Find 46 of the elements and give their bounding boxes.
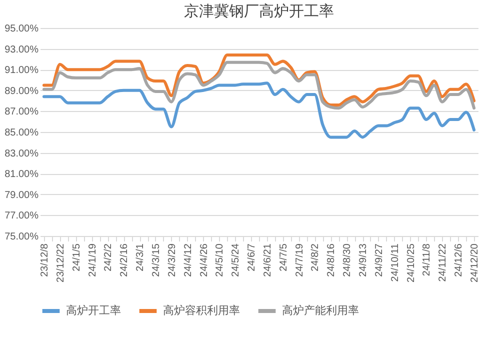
legend-label: 高炉产能利用率 [282, 304, 359, 317]
x-tick-label: 24/6/21 [262, 243, 274, 277]
x-tick-label: 24/2/16 [119, 243, 130, 277]
x-tick-label: 23/12/22 [55, 243, 66, 282]
x-tick-label: 24/4/12 [182, 243, 194, 277]
x-tick-label: 24/1/5 [71, 243, 82, 272]
line-series [42, 54, 476, 106]
legend-label: 高炉容积利用率 [163, 304, 240, 317]
x-tick-label: 24/1/19 [87, 243, 98, 277]
y-tick-label: 93.00% [4, 44, 39, 56]
legend-label: 高炉开工率 [66, 304, 121, 317]
y-tick-label: 83.00% [4, 148, 39, 160]
y-tick-label: 81.00% [4, 169, 39, 180]
x-tick-label: 24/12/20 [470, 243, 481, 282]
x-tick-label: 24/7/19 [294, 243, 306, 277]
x-tick-label: 24/10/25 [406, 243, 417, 282]
x-tick-label: 24/3/1 [135, 243, 146, 272]
x-tick-label: 24/5/24 [230, 243, 242, 277]
line-series [42, 60, 476, 110]
x-tick-label: 24/11/8 [422, 243, 433, 276]
y-tick-label: 89.00% [4, 86, 39, 97]
y-tick-label: 91.00% [4, 65, 39, 76]
x-tick-label: 24/2/2 [103, 243, 114, 272]
y-tick-label: 87.00% [4, 106, 39, 118]
x-tick-label: 24/12/6 [454, 243, 465, 277]
x-tick-label: 24/9/13 [358, 243, 370, 277]
y-tick-label: 77.00% [4, 210, 39, 222]
x-tick-label: 24/3/29 [166, 243, 178, 277]
x-tick-label: 24/6/7 [246, 243, 258, 272]
x-tick-label: 24/5/10 [214, 243, 226, 277]
y-tick-label: 95.00% [4, 24, 39, 34]
x-tick-label: 24/7/5 [278, 243, 290, 272]
x-tick-label: 24/8/30 [342, 243, 354, 277]
x-tick-label: 24/4/26 [198, 243, 210, 277]
x-tick-label: 24/10/11 [390, 243, 401, 282]
x-tick-label: 24/8/2 [310, 243, 322, 272]
x-tick-label: 24/3/15 [150, 243, 162, 277]
x-tick-label: 24/9/27 [374, 243, 385, 277]
x-tick-label: 24/8/16 [326, 243, 338, 277]
y-tick-label: 85.00% [4, 128, 39, 138]
y-tick-label: 79.00% [4, 190, 39, 201]
x-tick-label: 23/12/8 [39, 243, 50, 277]
y-tick-label: 75.00% [4, 232, 39, 242]
line-series [42, 82, 476, 139]
chart-title: 京津冀钢厂高炉开工率 [184, 3, 334, 20]
x-tick-label: 24/11/22 [438, 243, 449, 282]
